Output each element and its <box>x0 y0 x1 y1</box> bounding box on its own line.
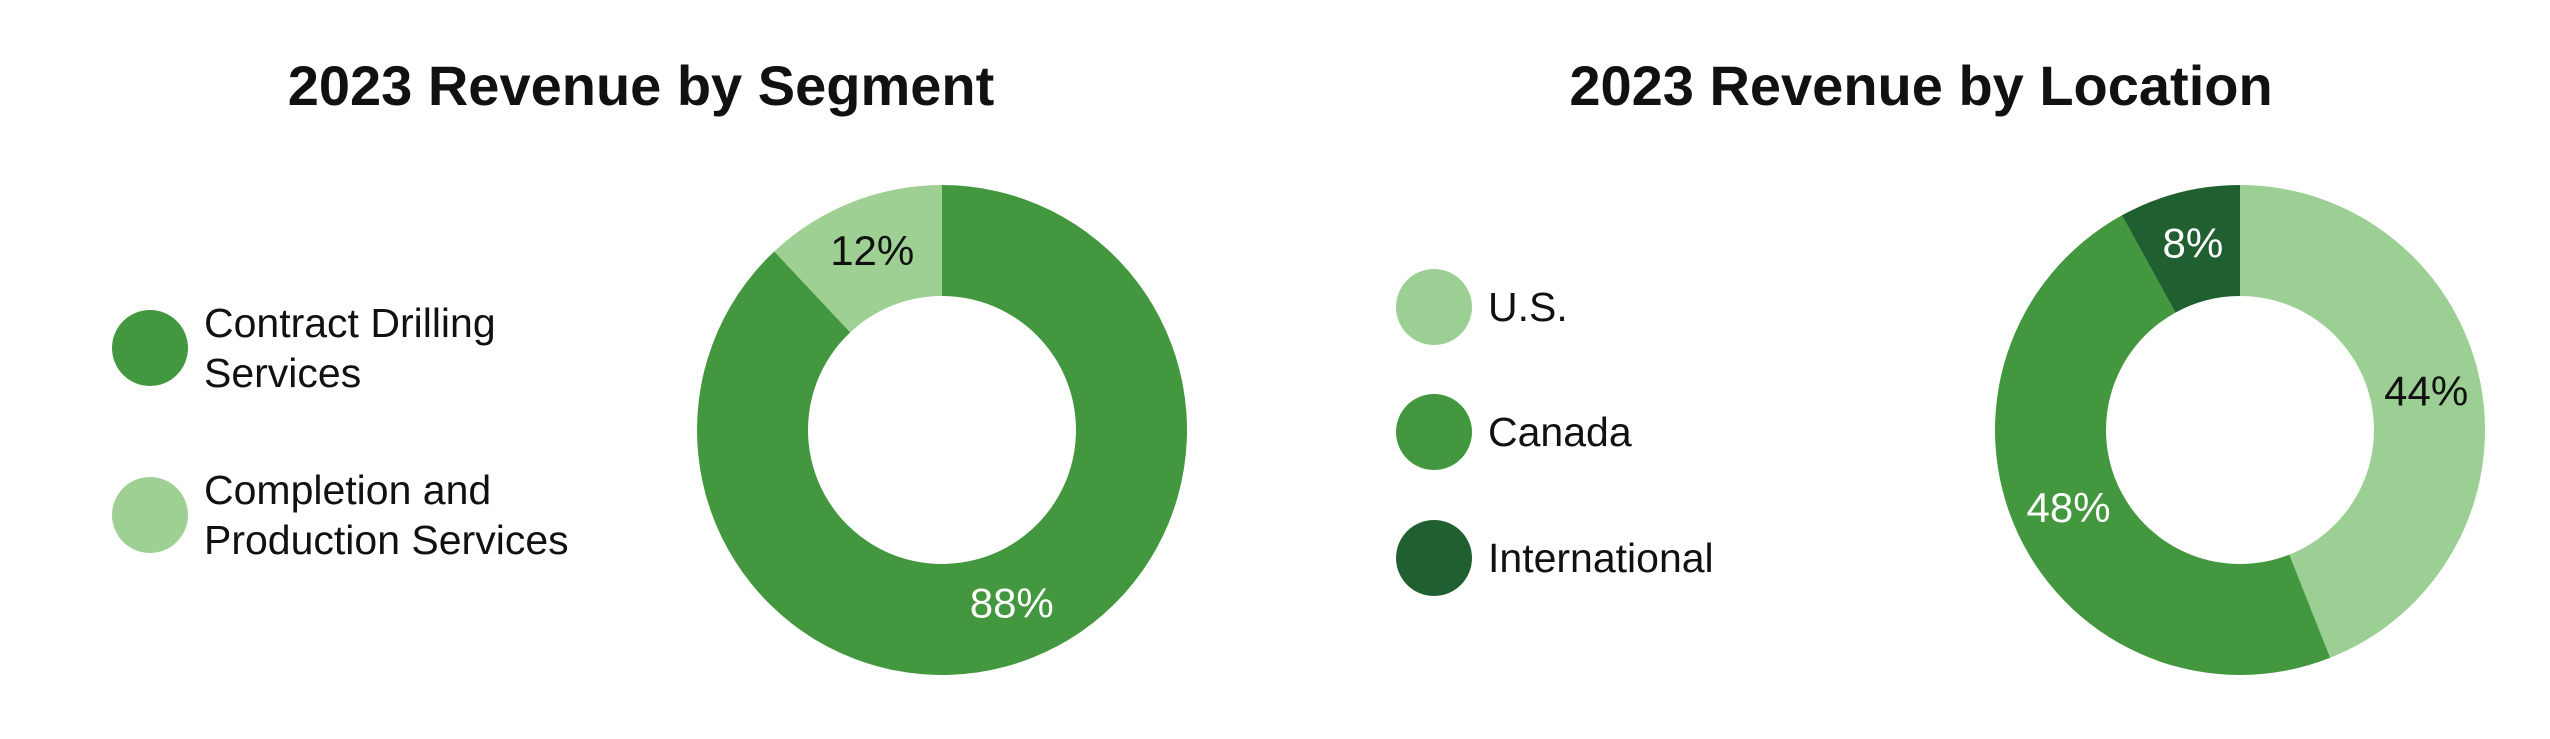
legend-swatch <box>1396 269 1472 345</box>
value-label: 48% <box>2027 484 2111 531</box>
legend-label: International <box>1488 535 1714 581</box>
value-label: 44% <box>2384 368 2468 415</box>
donut-slice <box>774 185 942 333</box>
legend-label: U.S. <box>1488 284 1568 330</box>
donut-slice <box>697 185 1187 675</box>
legend-swatch <box>1396 394 1472 470</box>
value-label: 88% <box>970 579 1054 626</box>
legend-label: Canada <box>1488 409 1632 455</box>
value-label: 12% <box>830 227 914 274</box>
legend-swatch <box>1396 520 1472 596</box>
chart-title: 2023 Revenue by Segment <box>288 54 995 117</box>
chart-title: 2023 Revenue by Location <box>1569 54 2272 117</box>
legend-swatch <box>112 310 188 386</box>
donut-slice <box>2240 185 2485 658</box>
legend-swatch <box>112 477 188 553</box>
donut-slice <box>2121 185 2240 313</box>
legend-label: Completion and Production Services <box>204 467 569 563</box>
value-label: 8% <box>2163 220 2224 267</box>
legend-label: Contract Drilling Services <box>204 300 496 396</box>
donut-slice <box>1995 215 2331 675</box>
